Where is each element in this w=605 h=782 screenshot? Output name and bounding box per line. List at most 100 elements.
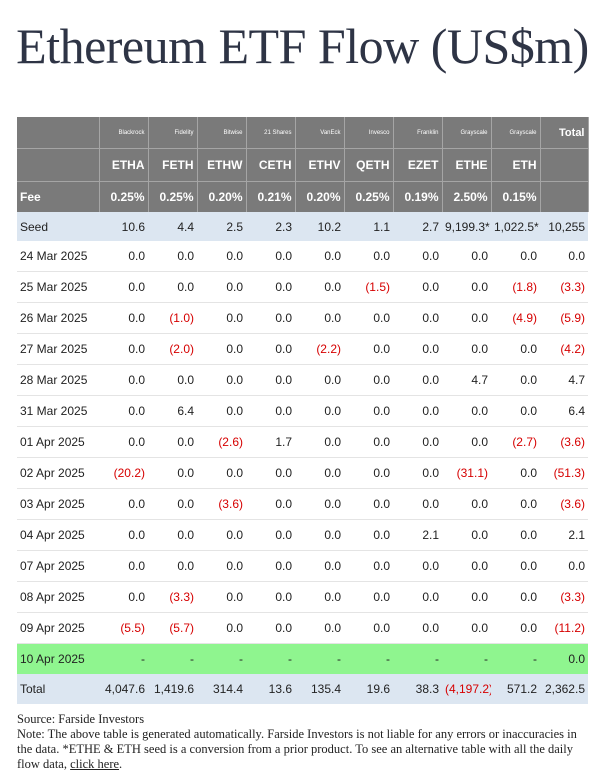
flow-value: (31.1): [442, 457, 491, 489]
total-value: 314.4: [197, 674, 246, 704]
flow-value: 0.0: [197, 271, 246, 303]
flow-value: 0.0: [197, 612, 246, 644]
flow-value: -: [393, 643, 442, 674]
flow-value: 0.0: [99, 271, 148, 303]
total-value: 4,047.6: [99, 674, 148, 704]
flow-value: 0.0: [442, 519, 491, 551]
flow-value: 0.0: [99, 581, 148, 613]
flow-value: 0.0: [393, 488, 442, 520]
issuer-name: Bitwise: [197, 117, 247, 149]
fee-blank: [540, 181, 589, 212]
row-date: 01 Apr 2025: [17, 426, 99, 458]
flow-value: 0.0: [442, 581, 491, 613]
fee-row: Fee 0.25% 0.25% 0.20% 0.21% 0.20% 0.25% 0.19% 2.…: [17, 181, 589, 212]
flow-value: 0.0: [442, 302, 491, 334]
flow-value: 0.0: [344, 426, 393, 458]
flow-value: 0.0: [295, 271, 344, 303]
flow-value: -: [344, 643, 393, 674]
flow-value: 0.0: [295, 457, 344, 489]
ticker-header-row: ETHA FETH ETHW CETH ETHV QETH EZET ETHE ETH: [17, 148, 589, 182]
flow-value: 0.0: [393, 395, 442, 427]
flow-value: 0.0: [540, 550, 588, 582]
etf-flow-table: Blackrock Fidelity Bitwise 21 Shares VanEck I…: [17, 117, 589, 704]
total-value: 1,419.6: [148, 674, 197, 704]
row-date: 26 Mar 2025: [17, 302, 99, 334]
flow-value: 0.0: [295, 302, 344, 334]
flow-value: 0.0: [246, 395, 295, 427]
ticker-symbol: ETHV: [295, 148, 345, 182]
total-header: Total: [540, 117, 589, 149]
flow-value: 0.0: [246, 612, 295, 644]
fee-value: 2.50%: [442, 181, 492, 212]
flow-value: 6.4: [540, 395, 588, 427]
flow-value: 0.0: [491, 364, 540, 396]
row-date: 02 Apr 2025: [17, 457, 99, 489]
flow-value: 0.0: [99, 550, 148, 582]
table-row: 01 Apr 2025 0.0 0.0 (2.6) 1.7 0.0 0.0 0.0 0.0 (2.…: [17, 426, 588, 458]
flow-value: (2.6): [197, 426, 246, 458]
flow-value: 0.0: [344, 519, 393, 551]
seed-value: 2.5: [197, 212, 246, 241]
row-date: 31 Mar 2025: [17, 395, 99, 427]
ticker-symbol: QETH: [344, 148, 394, 182]
seed-value: 1.1: [344, 212, 393, 241]
seed-value: 4.4: [148, 212, 197, 241]
flow-value: 0.0: [246, 550, 295, 582]
flow-value: 0.0: [99, 302, 148, 334]
flow-value: 0.0: [148, 271, 197, 303]
flow-value: 0.0: [246, 519, 295, 551]
total-value: 13.6: [246, 674, 295, 704]
table-row: 07 Apr 2025 0.0 0.0 0.0 0.0 0.0 0.0 0.0 0.0 0.0 0.…: [17, 550, 588, 582]
table-row: 04 Apr 2025 0.0 0.0 0.0 0.0 0.0 0.0 2.1 0.0 0.0 2.…: [17, 519, 588, 551]
flow-value: 0.0: [295, 426, 344, 458]
header-corner: [17, 148, 100, 182]
seed-value: 2.3: [246, 212, 295, 241]
flow-value: (4.9): [491, 302, 540, 334]
click-here-link[interactable]: click here: [70, 757, 120, 771]
flow-value: 0.0: [393, 550, 442, 582]
total-value: 19.6: [344, 674, 393, 704]
flow-value: 0.0: [442, 241, 491, 272]
flow-value: 0.0: [295, 612, 344, 644]
flow-value: 0.0: [295, 364, 344, 396]
flow-value: 0.0: [442, 550, 491, 582]
seed-value: 1,022.5*: [491, 212, 540, 241]
table-row: 03 Apr 2025 0.0 0.0 (3.6) 0.0 0.0 0.0 0.0 0.0 0.0…: [17, 488, 588, 520]
flow-value: 0.0: [148, 364, 197, 396]
flow-value: 0.0: [491, 241, 540, 272]
flow-value: 0.0: [295, 241, 344, 272]
flow-value: 0.0: [344, 550, 393, 582]
row-date: 04 Apr 2025: [17, 519, 99, 551]
seed-value: 10,255: [540, 212, 588, 241]
flow-value: 0.0: [99, 364, 148, 396]
flow-value: 0.0: [197, 241, 246, 272]
flow-value: 0.0: [148, 550, 197, 582]
flow-value: (3.6): [540, 488, 588, 520]
flow-value: -: [442, 643, 491, 674]
issuer-name: Fidelity: [148, 117, 198, 149]
total-value: 38.3: [393, 674, 442, 704]
flow-value: 0.0: [344, 302, 393, 334]
row-date: 27 Mar 2025: [17, 333, 99, 365]
flow-value: (1.0): [148, 302, 197, 334]
total-row: Total 4,047.6 1,419.6 314.4 13.6 135.4 19.6 38.…: [17, 674, 588, 704]
flow-value: 0.0: [295, 488, 344, 520]
flow-value: 0.0: [393, 241, 442, 272]
total-value: 571.2: [491, 674, 540, 704]
fee-value: 0.20%: [295, 181, 345, 212]
flow-value: (5.7): [148, 612, 197, 644]
page-title: Ethereum ETF Flow (US$m): [16, 18, 589, 74]
flow-value: 0.0: [442, 395, 491, 427]
flow-value: (20.2): [99, 457, 148, 489]
seed-value: 9,199.3*: [442, 212, 491, 241]
flow-value: 0.0: [344, 457, 393, 489]
flow-value: 0.0: [197, 302, 246, 334]
flow-value: 0.0: [197, 333, 246, 365]
flow-value: 0.0: [99, 395, 148, 427]
flow-value: 0.0: [540, 241, 588, 272]
flow-value: 0.0: [99, 426, 148, 458]
flow-value: 0.0: [344, 612, 393, 644]
flow-value: 0.0: [197, 519, 246, 551]
flow-value: 0.0: [491, 581, 540, 613]
total-value: 2,362.5: [540, 674, 588, 704]
